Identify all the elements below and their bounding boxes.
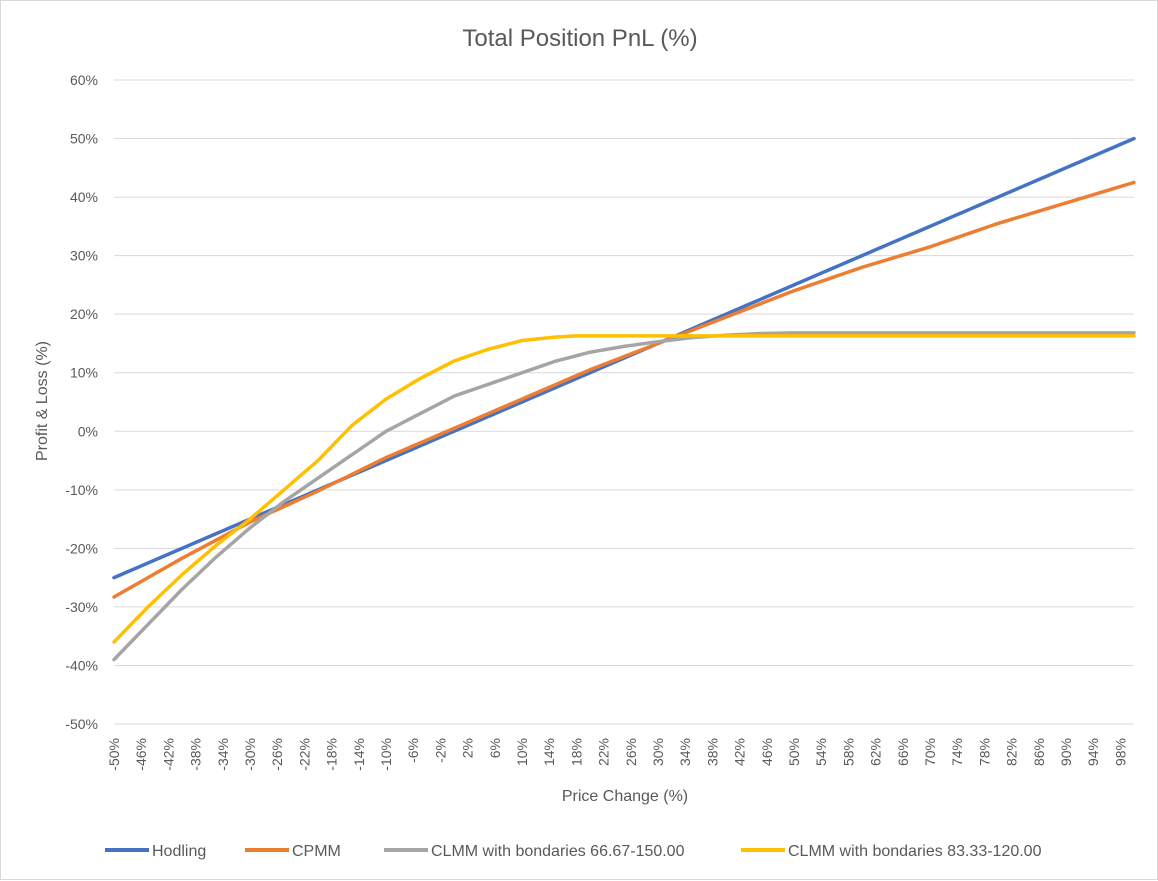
y-tick-label: 20% xyxy=(70,306,98,322)
y-tick-label: 10% xyxy=(70,365,98,381)
y-tick-label: 40% xyxy=(70,189,98,205)
x-tick-label: 10% xyxy=(514,738,530,766)
x-tick-label: -10% xyxy=(378,738,394,771)
y-tick-label: 30% xyxy=(70,248,98,264)
legend-label: Hodling xyxy=(152,843,206,860)
x-tick-label: 14% xyxy=(541,738,557,766)
y-axis-title: Profit & Loss (%) xyxy=(34,341,51,461)
x-tick-label: 70% xyxy=(922,738,938,766)
x-tick-label: -46% xyxy=(133,738,149,771)
x-tick-label: -22% xyxy=(296,738,312,771)
y-tick-label: -40% xyxy=(65,657,98,673)
x-tick-label: -30% xyxy=(242,738,258,771)
x-tick-label: 2% xyxy=(460,738,476,758)
x-tick-label: 78% xyxy=(976,738,992,766)
x-tick-label: 58% xyxy=(840,738,856,766)
y-tick-label: -30% xyxy=(65,599,98,615)
y-tick-label: 60% xyxy=(70,72,98,88)
chart-title: Total Position PnL (%) xyxy=(462,25,697,52)
x-tick-label: 86% xyxy=(1031,738,1047,766)
x-tick-label: -14% xyxy=(351,738,367,771)
series-line-2 xyxy=(112,180,1136,599)
y-tick-labels: -50% -40% -30% -20% -10% 0% 10% 20% 30% 40% 50% 60% xyxy=(65,72,98,732)
x-tick-label: 30% xyxy=(650,738,666,766)
y-tick-label: 50% xyxy=(70,131,98,147)
x-tick-label: -34% xyxy=(215,738,231,771)
x-tick-label: 94% xyxy=(1085,738,1101,766)
legend-label: CLMM with bondaries 83.33-120.00 xyxy=(788,843,1042,860)
x-tick-label: -18% xyxy=(324,738,340,771)
x-tick-label: 90% xyxy=(1058,738,1074,766)
x-tick-label: 22% xyxy=(596,738,612,766)
y-tick-label: -10% xyxy=(65,482,98,498)
y-tick-label: 0% xyxy=(78,423,98,439)
series-lines xyxy=(112,136,1136,662)
y-tick-label: -50% xyxy=(65,716,98,732)
series-line-3 xyxy=(112,331,1136,662)
x-tick-label: 98% xyxy=(1112,738,1128,766)
series-line-4 xyxy=(112,334,1136,644)
x-tick-labels: -50% -46% -42% -38% -34% -30% -26% -22% -18% -14%… xyxy=(106,738,1128,771)
legend-label: CLMM with bondaries 66.67-150.00 xyxy=(431,843,685,860)
x-tick-label: 62% xyxy=(868,738,884,766)
legend-label: CPMM xyxy=(292,843,341,860)
x-tick-label: -50% xyxy=(106,738,122,771)
x-tick-label: 50% xyxy=(786,738,802,766)
x-tick-label: 26% xyxy=(623,738,639,766)
legend: Hodling CPMM CLMM with bondaries 66.67-150… xyxy=(105,843,1042,860)
gridlines xyxy=(114,79,1134,725)
x-tick-label: 74% xyxy=(949,738,965,766)
x-tick-label: 46% xyxy=(759,738,775,766)
x-tick-label: 54% xyxy=(813,738,829,766)
x-tick-label: 82% xyxy=(1004,738,1020,766)
x-tick-label: -26% xyxy=(269,738,285,771)
x-axis-title: Price Change (%) xyxy=(562,788,688,805)
x-tick-label: -38% xyxy=(188,738,204,771)
x-tick-label: -2% xyxy=(432,738,448,763)
x-tick-label: -6% xyxy=(405,738,421,763)
x-tick-label: -42% xyxy=(160,738,176,771)
x-tick-label: 38% xyxy=(704,738,720,766)
x-tick-label: 42% xyxy=(732,738,748,766)
y-tick-label: -20% xyxy=(65,540,98,556)
x-tick-label: 18% xyxy=(568,738,584,766)
x-tick-label: 34% xyxy=(677,738,693,766)
x-tick-label: 66% xyxy=(895,738,911,766)
x-tick-label: 6% xyxy=(487,738,503,758)
